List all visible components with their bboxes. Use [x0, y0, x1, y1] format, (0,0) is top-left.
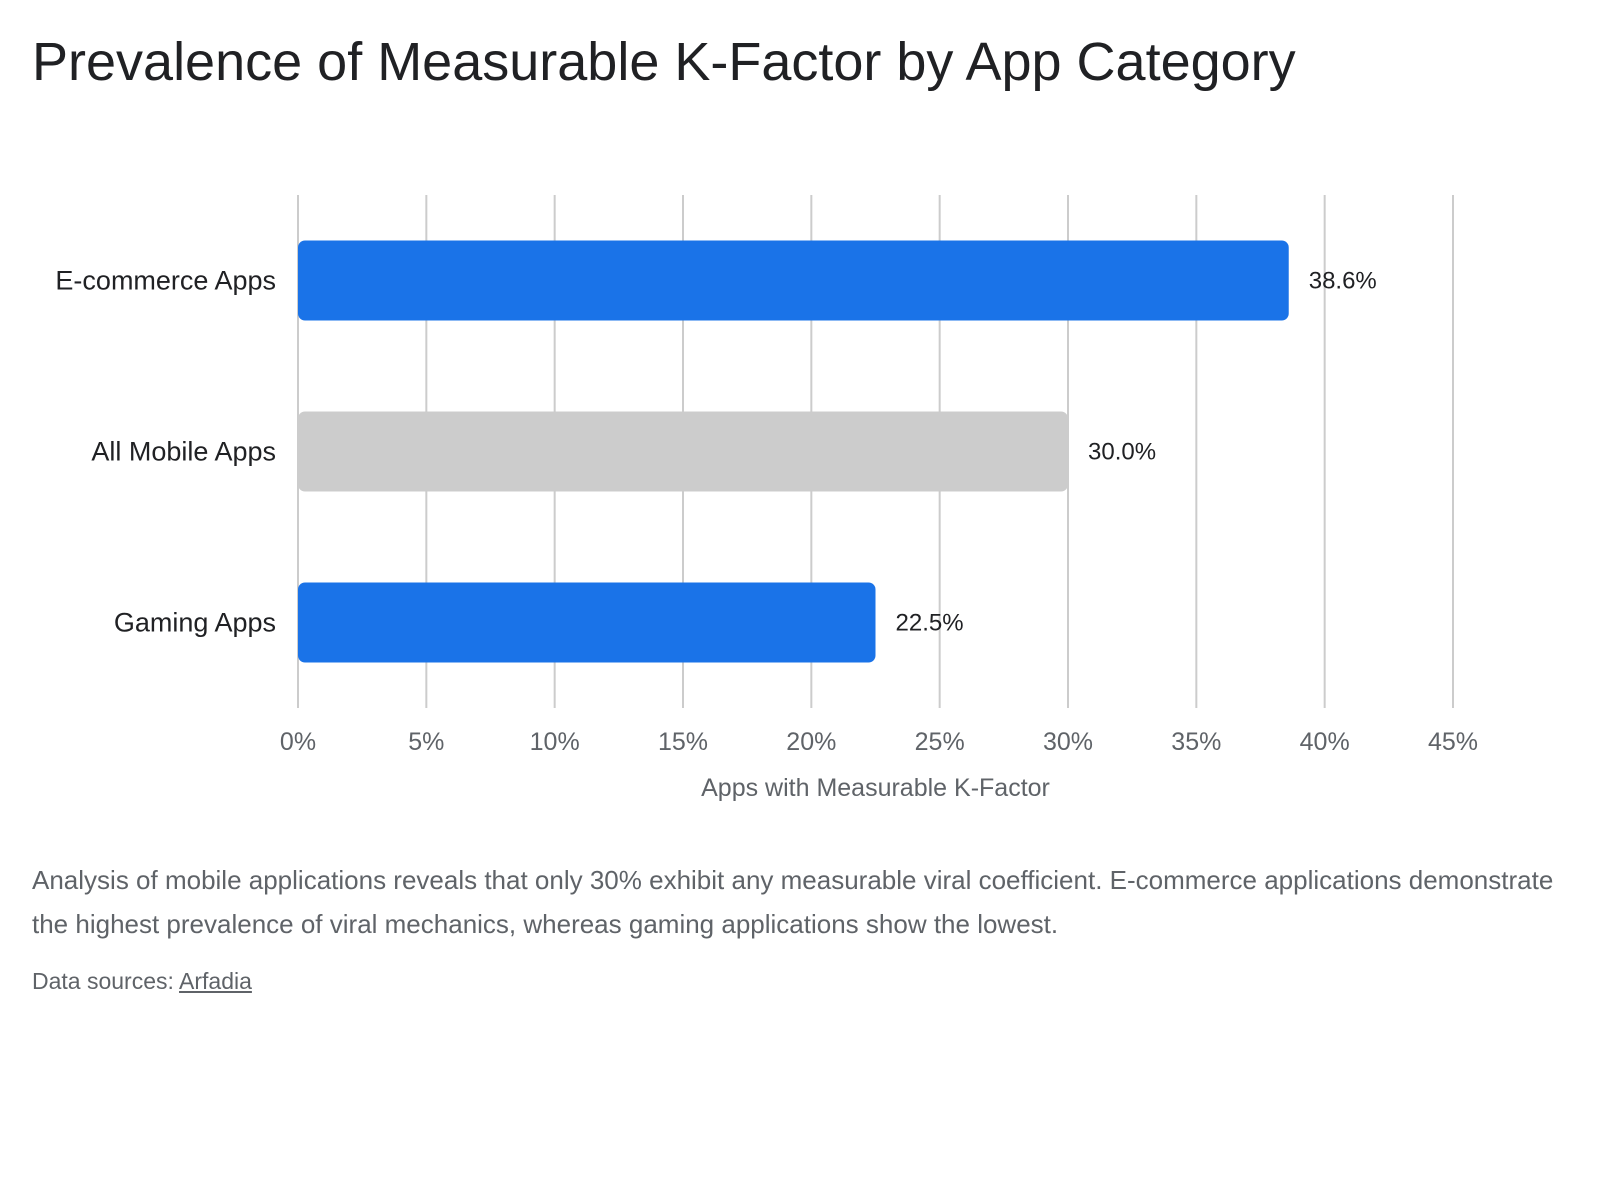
bar [298, 240, 1289, 321]
bar-chart: 0% 5% 10% 15% 20% 25% 30% 35% 40% 45% E-commerce A… [55, 195, 1478, 803]
x-tick-label: 45% [1428, 728, 1478, 756]
data-label: 30.0% [1088, 439, 1156, 466]
x-tick-label: 5% [408, 728, 444, 756]
x-tick-label: 40% [1300, 728, 1350, 756]
bars [298, 240, 1289, 663]
x-tick-label: 10% [530, 728, 580, 756]
chart-caption: Analysis of mobile applications reveals … [32, 865, 1554, 939]
bar [298, 582, 876, 663]
sources-label: Data sources: [32, 968, 174, 994]
x-tick-label: 30% [1043, 728, 1093, 756]
category-label: E-commerce Apps [55, 266, 276, 296]
category-label: All Mobile Apps [91, 437, 276, 467]
source-link[interactable]: Arfadia [179, 968, 252, 994]
data-label: 22.5% [896, 610, 964, 637]
x-axis-title: Apps with Measurable K-Factor [701, 774, 1050, 802]
x-tick-label: 0% [280, 728, 316, 756]
bar [298, 411, 1068, 492]
x-tick-label: 20% [786, 728, 836, 756]
x-tick-label: 25% [915, 728, 965, 756]
x-tick-label: 35% [1171, 728, 1221, 756]
category-label: Gaming Apps [114, 608, 276, 638]
data-sources: Data sources: Arfadia [32, 968, 252, 995]
x-tick-label: 15% [658, 728, 708, 756]
labels: 0% 5% 10% 15% 20% 25% 30% 35% 40% 45% E-commerce A… [55, 266, 1478, 803]
chart-title: Prevalence of Measurable K-Factor by App… [32, 32, 1296, 92]
data-label: 38.6% [1309, 268, 1377, 295]
